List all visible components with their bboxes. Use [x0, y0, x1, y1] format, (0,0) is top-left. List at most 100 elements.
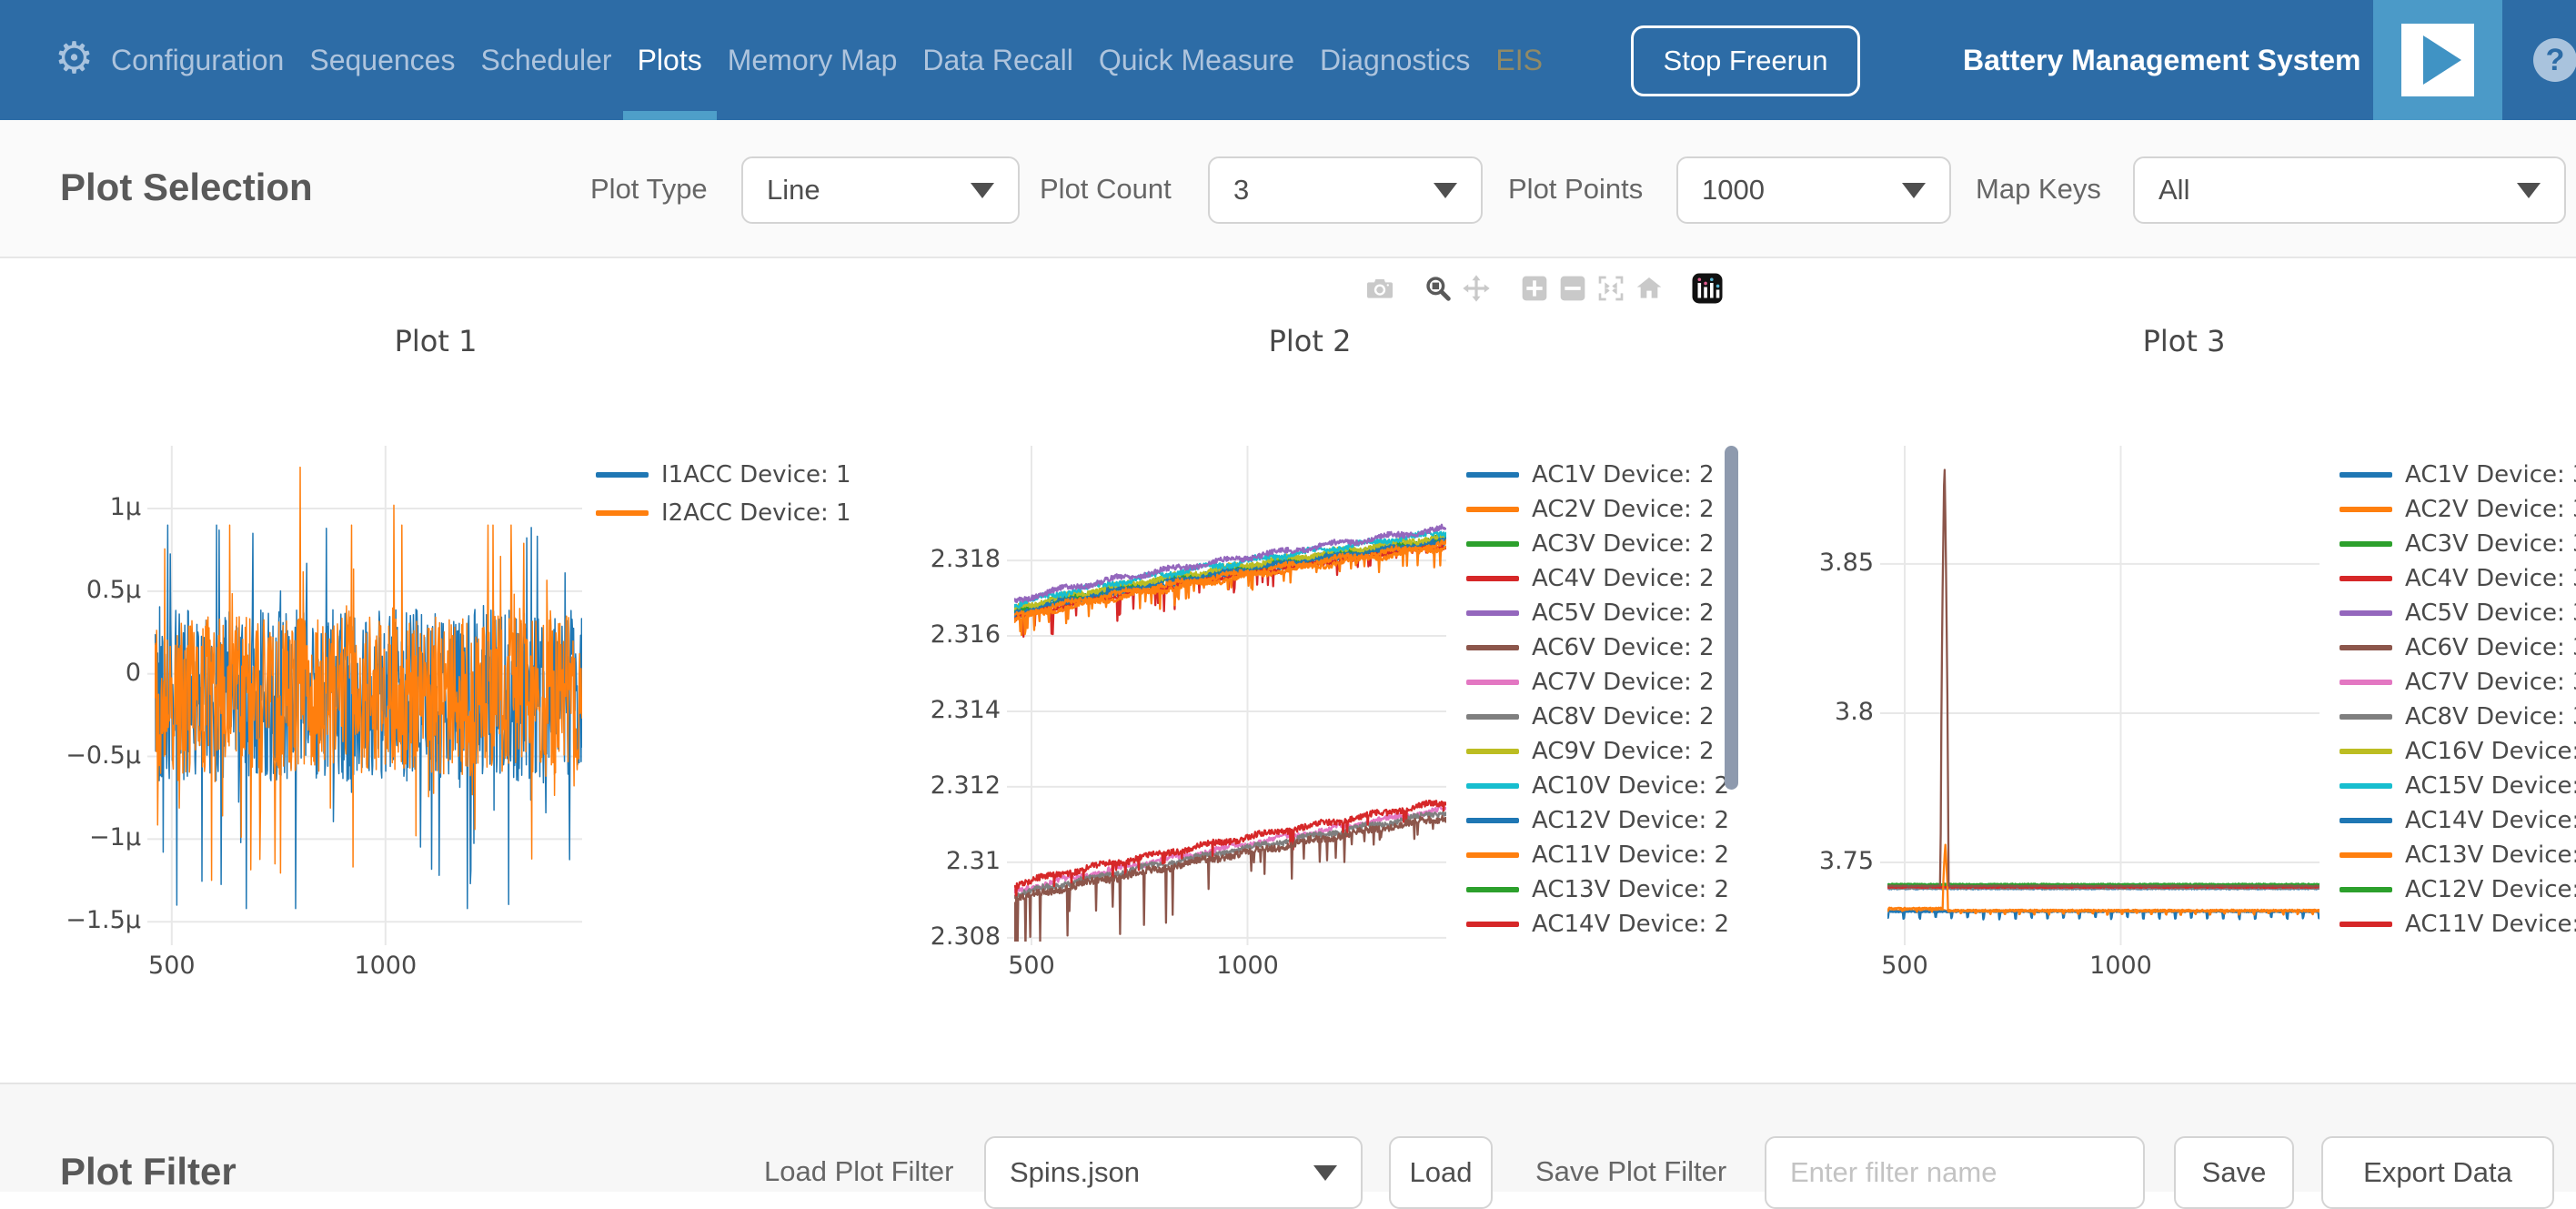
map-keys-label: Map Keys	[1976, 173, 2101, 205]
legend-item[interactable]: AC11V Device: 2	[1466, 838, 1729, 872]
plot-count-dropdown[interactable]: 3	[1208, 156, 1483, 224]
help-icon[interactable]: ?	[2533, 38, 2576, 82]
chevron-down-icon	[1313, 1164, 1337, 1181]
nav-item-sequences[interactable]: Sequences	[309, 44, 456, 76]
y-tick-label: 2.318	[930, 545, 1001, 574]
x-tick-label: 500	[148, 952, 196, 980]
map-keys-dropdown[interactable]: All	[2133, 156, 2566, 224]
reset-axes-icon[interactable]	[1630, 271, 1668, 306]
plot-points-label: Plot Points	[1508, 173, 1644, 205]
legend-item[interactable]: I2ACC Device: 1	[596, 496, 851, 530]
play-button[interactable]	[2373, 0, 2502, 120]
stop-freerun-button[interactable]: Stop Freerun	[1631, 25, 1860, 96]
legend-item[interactable]: AC1V Device: 3	[2340, 458, 2576, 492]
export-data-button[interactable]: Export Data	[2321, 1136, 2554, 1209]
gear-icon[interactable]: ⚙	[55, 33, 95, 84]
y-tick-label: 0.5µ	[86, 575, 141, 604]
legend-swatch	[2340, 749, 2392, 754]
legend-item[interactable]: AC16V Device: 3	[2340, 734, 2576, 769]
chevron-down-icon	[971, 182, 994, 198]
zoom-out-icon[interactable]	[1554, 271, 1592, 306]
nav-items: Configuration Sequences Scheduler Plots Memo…	[111, 0, 1543, 120]
legend-item[interactable]: AC8V Device: 2	[1466, 700, 1715, 734]
nav-item-configuration[interactable]: Configuration	[111, 44, 285, 76]
legend-label: AC15V Device: 3	[2405, 772, 2576, 800]
legend-label: AC12V Device: 3	[2405, 876, 2576, 903]
legend-item[interactable]: AC11V Device: 3	[2340, 907, 2576, 942]
nav-item-scheduler[interactable]: Scheduler	[480, 44, 612, 76]
legend-item[interactable]: AC7V Device: 3	[2340, 665, 2576, 700]
legend-item[interactable]: I1ACC Device: 1	[596, 458, 851, 492]
x-tick-label: 500	[1881, 952, 1928, 980]
legend-item[interactable]: AC2V Device: 2	[1466, 492, 1715, 527]
legend-label: AC11V Device: 2	[1532, 841, 1730, 869]
legend-swatch	[1466, 610, 1519, 616]
nav-item-memory-map[interactable]: Memory Map	[727, 44, 898, 76]
load-button[interactable]: Load	[1389, 1136, 1493, 1209]
legend-label: AC14V Device: 2	[1532, 911, 1730, 938]
legend-swatch	[1466, 714, 1519, 720]
plot-filter-bar: Plot Filter Load Plot Filter Spins.json …	[0, 1083, 2576, 1209]
legend-swatch	[2340, 818, 2392, 823]
legend-swatch	[2340, 472, 2392, 478]
legend-label: AC12V Device: 2	[1532, 807, 1730, 834]
legend-swatch	[2340, 783, 2392, 789]
legend-item[interactable]: AC10V Device: 2	[1466, 769, 1729, 803]
legend-label: AC3V Device: 3	[2405, 530, 2576, 558]
legend-item[interactable]: AC9V Device: 2	[1466, 734, 1715, 769]
load-filter-value: Spins.json	[1010, 1156, 1141, 1188]
chevron-down-icon	[1902, 182, 1926, 198]
plot-type-dropdown[interactable]: Line	[741, 156, 1020, 224]
nav-item-data-recall[interactable]: Data Recall	[922, 44, 1073, 76]
plotly-logo-icon[interactable]	[1688, 271, 1726, 306]
legend-label: AC1V Device: 3	[2405, 461, 2576, 489]
legend-item[interactable]: AC2V Device: 3	[2340, 492, 2576, 527]
legend-item[interactable]: AC8V Device: 3	[2340, 700, 2576, 734]
x-tick-label: 500	[1008, 952, 1055, 980]
nav-item-quick-measure[interactable]: Quick Measure	[1098, 44, 1294, 76]
legend-label: AC11V Device: 3	[2405, 911, 2576, 938]
legend-label: AC2V Device: 2	[1532, 496, 1715, 523]
legend-scrollbar[interactable]	[1725, 446, 1738, 790]
load-filter-dropdown[interactable]: Spins.json	[984, 1136, 1363, 1209]
filter-name-input[interactable]	[1765, 1136, 2145, 1209]
chevron-down-icon	[1434, 182, 1457, 198]
zoom-icon[interactable]	[1419, 271, 1457, 306]
camera-icon[interactable]	[1361, 271, 1399, 306]
legend-item[interactable]: AC13V Device: 3	[2340, 838, 2576, 872]
legend-item[interactable]: AC14V Device: 3	[2340, 803, 2576, 838]
nav-item-eis[interactable]: EIS	[1495, 44, 1543, 76]
legend-label: AC5V Device: 2	[1532, 599, 1715, 627]
top-nav-bar: ⚙ Configuration Sequences Scheduler Plots Me…	[0, 0, 2576, 120]
plot-points-dropdown[interactable]: 1000	[1676, 156, 1951, 224]
save-button[interactable]: Save	[2174, 1136, 2294, 1209]
legend-swatch	[2340, 507, 2392, 512]
charts-area: Plot 1 1µ 0.5µ 0 −0.5µ −1µ −1.5µ 500 1000 I1ACC D…	[0, 258, 2576, 1083]
autoscale-icon[interactable]	[1592, 271, 1630, 306]
legend-item[interactable]: AC5V Device: 3	[2340, 596, 2576, 630]
dropdown-value: All	[2158, 174, 2190, 206]
legend-item[interactable]: AC6V Device: 2	[1466, 630, 1715, 665]
plots-canvas[interactable]	[0, 258, 2576, 1083]
legend-item[interactable]: AC15V Device: 3	[2340, 769, 2576, 803]
legend-label: AC3V Device: 2	[1532, 530, 1715, 558]
zoom-in-icon[interactable]	[1515, 271, 1554, 306]
legend-item[interactable]: AC12V Device: 2	[1466, 803, 1729, 838]
legend-item[interactable]: AC1V Device: 2	[1466, 458, 1715, 492]
load-plot-filter-label: Load Plot Filter	[764, 1155, 954, 1187]
legend-item[interactable]: AC5V Device: 2	[1466, 596, 1715, 630]
pan-icon[interactable]	[1457, 271, 1495, 306]
nav-item-plots[interactable]: Plots	[622, 0, 717, 120]
legend-item[interactable]: AC12V Device: 3	[2340, 872, 2576, 907]
legend-item[interactable]: AC14V Device: 2	[1466, 907, 1729, 942]
legend-item[interactable]: AC4V Device: 2	[1466, 561, 1715, 596]
legend-item[interactable]: AC6V Device: 3	[2340, 630, 2576, 665]
legend-item[interactable]: AC4V Device: 3	[2340, 561, 2576, 596]
y-tick-label: 2.316	[930, 620, 1001, 650]
legend-item[interactable]: AC3V Device: 3	[2340, 527, 2576, 561]
legend-item[interactable]: AC13V Device: 2	[1466, 872, 1729, 907]
legend-swatch	[596, 510, 649, 516]
legend-item[interactable]: AC7V Device: 2	[1466, 665, 1715, 700]
legend-item[interactable]: AC3V Device: 2	[1466, 527, 1715, 561]
nav-item-diagnostics[interactable]: Diagnostics	[1320, 44, 1471, 76]
